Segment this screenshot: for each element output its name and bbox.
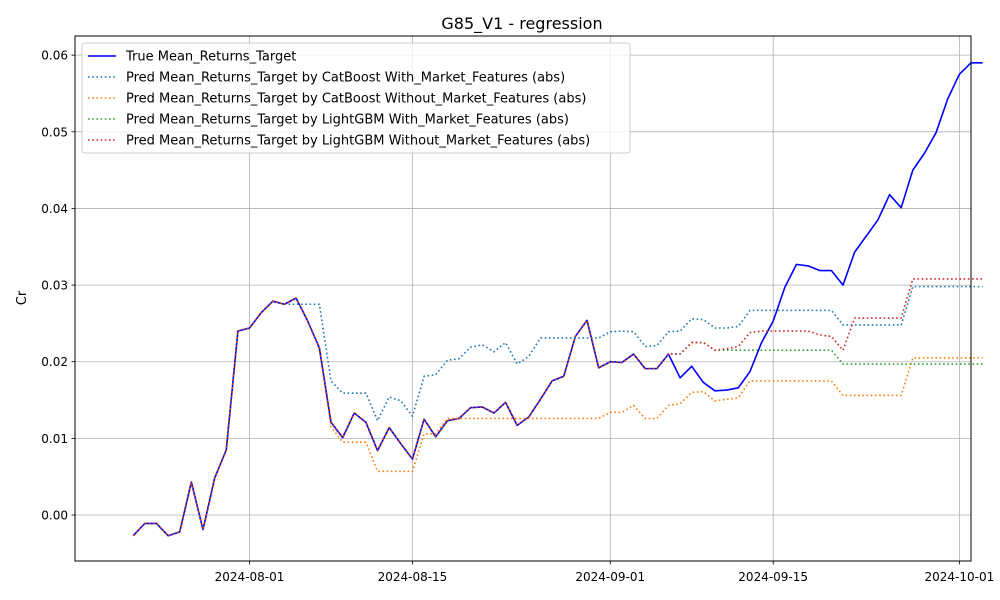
series-line-0: [132, 62, 983, 537]
x-tick-label: 2024-10-01: [924, 570, 994, 584]
y-tick-label: 0.00: [41, 509, 68, 523]
legend-entry: Pred Mean_Returns_Target by CatBoost Wit…: [126, 92, 586, 107]
legend-entry: Pred Mean_Returns_Target by LightGBM Wit…: [126, 134, 590, 149]
y-tick-label: 0.06: [41, 49, 68, 63]
legend: True Mean_Returns_Target Pred Mean_Return…: [81, 42, 631, 154]
legend-entry: True Mean_Returns_Target: [125, 50, 296, 65]
y-tick-label: 0.04: [41, 202, 68, 216]
series-layer: [132, 62, 983, 537]
x-tick-label: 2024-08-15: [378, 570, 448, 584]
series-line-2: [132, 297, 983, 537]
series-line-1: [132, 285, 983, 537]
y-axis: 0.00 0.01 0.02 0.03 0.04 0.05 0.06: [41, 49, 75, 523]
x-tick-label: 2024-08-01: [215, 570, 285, 584]
x-tick-label: 2024-09-15: [738, 570, 808, 584]
y-tick-label: 0.02: [41, 355, 68, 369]
plot-frame: [74, 35, 972, 562]
y-tick-label: 0.01: [41, 432, 68, 446]
x-axis: 2024-08-01 2024-08-15 2024-09-01 2024-09-15…: [215, 561, 994, 584]
y-tick-label: 0.03: [41, 279, 68, 293]
legend-entry: Pred Mean_Returns_Target by CatBoost Wit…: [126, 71, 565, 86]
y-axis-label: Cr: [15, 290, 30, 305]
series-line-4: [132, 278, 983, 537]
y-tick-label: 0.05: [41, 125, 68, 139]
legend-box: [81, 42, 631, 154]
legend-entry: Pred Mean_Returns_Target by LightGBM Wit…: [126, 113, 569, 128]
x-tick-label: 2024-09-01: [575, 570, 645, 584]
chart-title: G85_V1 - regression: [441, 14, 602, 34]
